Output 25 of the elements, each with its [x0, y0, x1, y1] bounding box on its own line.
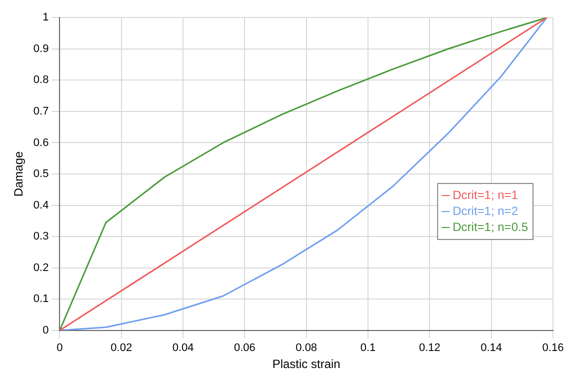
y-tick-label: 0.7	[33, 105, 49, 118]
x-tick-label: 0.08	[296, 342, 318, 354]
y-tick-label: 0.2	[33, 262, 49, 274]
x-tick-label: 0	[56, 342, 63, 354]
y-tick-label: 0.5	[33, 168, 49, 180]
x-tick-label: 0.12	[418, 342, 440, 354]
x-axis-title: Plastic strain	[272, 357, 340, 372]
y-tick-label: 0.4	[33, 199, 49, 212]
x-tick-label: 0.04	[172, 342, 194, 354]
y-tick-label: 0.3	[33, 230, 49, 243]
x-tick-label: 0.06	[234, 342, 256, 354]
y-axis-title: Damage	[12, 150, 26, 197]
y-tick-label: 0.9	[33, 42, 49, 55]
x-tick-label: 0.02	[110, 342, 132, 354]
legend-label: Dcrit=1; n=2	[452, 204, 518, 218]
legend-label: Dcrit=1; n=1	[452, 188, 518, 202]
y-tick-label: 0.6	[33, 136, 49, 149]
x-tick-label: 0.14	[480, 342, 502, 354]
x-tick-label: 0.1	[360, 342, 376, 354]
y-tick-label: 0	[42, 324, 49, 336]
legend-label: Dcrit=1; n=0.5	[452, 220, 528, 234]
y-tick-label: 1	[42, 12, 49, 24]
y-tick-label: 0.1	[33, 293, 49, 306]
x-tick-label: 0.16	[542, 342, 564, 354]
y-tick-label: 0.8	[33, 74, 49, 86]
